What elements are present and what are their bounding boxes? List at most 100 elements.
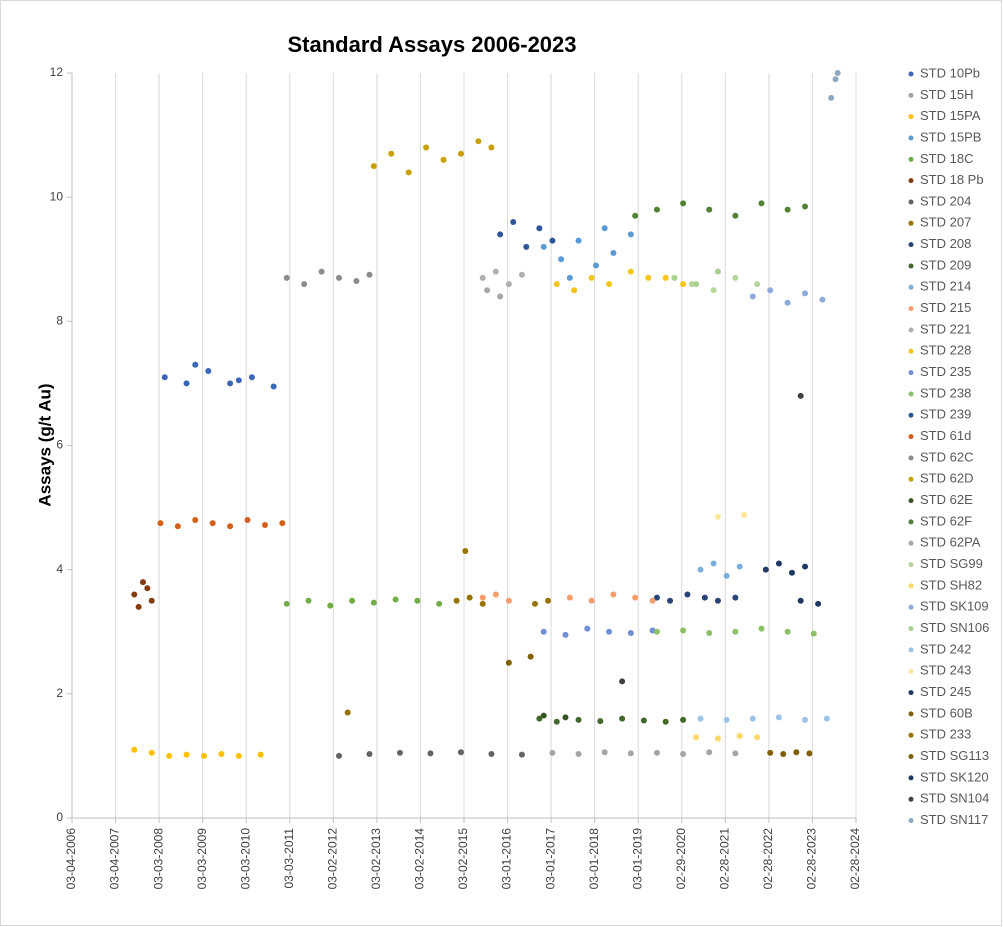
point [527,653,534,660]
legend-label: STD SH82 [920,577,982,592]
point [688,281,695,288]
point [767,287,774,294]
point [283,600,290,607]
legend-label: STD 15PA [920,108,981,123]
x-tick-label: 03-02-2015 [456,828,470,890]
point [335,752,342,759]
point [627,268,634,275]
x-tick-label: 03-02-2012 [326,828,340,890]
point [680,627,687,634]
x-tick-label: 03-03-2010 [238,828,252,890]
legend-label: STD 18 Pb [920,172,984,187]
legend-marker [908,199,914,205]
point [270,383,277,390]
point [592,262,599,269]
legend-marker [908,242,914,248]
legend-marker [908,412,914,418]
point [754,734,761,741]
point [144,585,151,592]
y-tick-label: 8 [56,314,63,328]
legend-marker [908,135,914,141]
point [793,749,800,756]
legend-marker [908,818,914,824]
x-tick-label: 03-03-2011 [282,828,296,889]
legend-marker [908,540,914,546]
y-axis-label: Assays (g/t Au) [35,383,54,506]
point [832,76,839,83]
legend-label: STD 62C [920,449,973,464]
x-tick-label: 02-28-2024 [848,828,862,890]
x-tick-label: 03-01-2017 [543,828,557,890]
point [497,231,504,238]
point [396,749,403,756]
legend-marker [908,306,914,312]
point [797,597,804,604]
point [257,751,264,758]
legend-label: STD 62D [920,471,973,486]
x-tick-label: 03-01-2018 [587,828,601,890]
legend-marker [908,690,914,696]
point [732,274,739,281]
legend-marker [908,476,914,482]
point [632,212,639,219]
x-tick-label: 02-29-2020 [674,828,688,890]
point [710,287,717,294]
point [802,203,809,210]
point [562,714,569,721]
point [566,594,573,601]
point [749,293,756,300]
chart-title: Standard Assays 2006-2023 [287,32,576,57]
point [775,714,782,721]
point [235,752,242,759]
point [575,237,582,244]
point [732,628,739,635]
legend-marker [908,263,914,269]
point [649,597,656,604]
legend-label: STD SN106 [920,620,989,635]
legend-marker [908,284,914,290]
legend-label: STD SK109 [920,599,989,614]
legend-marker [908,92,914,98]
legend-marker [908,498,914,504]
legend-label: STD 235 [920,364,971,379]
point [301,281,308,288]
point [749,715,756,722]
point [706,629,713,636]
x-tick-label: 03-02-2013 [369,828,383,890]
point [645,274,652,281]
point [697,566,704,573]
point [370,163,377,170]
point [510,219,517,225]
point [640,717,647,724]
point [601,225,608,232]
point [131,746,138,753]
legend-marker [908,562,914,568]
point [828,94,835,101]
point [139,579,146,586]
legend-marker [908,754,914,760]
legend-label: STD 61d [920,428,971,443]
legend-marker [908,604,914,610]
point [732,750,739,757]
point [562,631,569,638]
legend-label: STD 238 [920,385,971,400]
legend-label: STD SN117 [920,812,988,827]
y-tick-label: 2 [56,686,63,700]
point [680,200,687,207]
point [780,751,787,758]
y-tick-label: 0 [56,810,63,824]
point [680,751,687,758]
point [392,596,399,603]
point [436,600,443,607]
point [318,268,325,275]
legend-marker [908,178,914,184]
point [819,296,826,303]
x-tick-label: 03-01-2019 [630,828,644,890]
point [235,377,242,384]
point [518,271,525,278]
legend-label: STD 228 [920,343,971,358]
legend-label: STD 62E [920,492,973,507]
point [775,560,782,567]
point [714,268,721,275]
point [723,716,730,723]
